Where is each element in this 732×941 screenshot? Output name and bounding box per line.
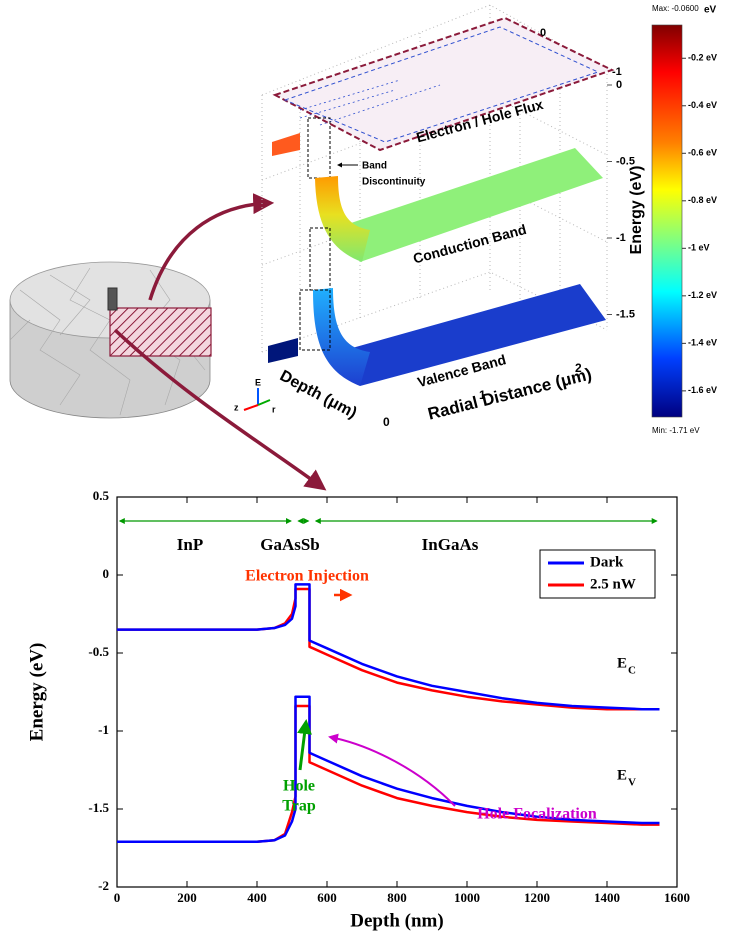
colorbar-max-label: Max: -0.0600 bbox=[652, 4, 699, 13]
figure: Electron / Hole FluxBandDiscontinuityCon… bbox=[0, 0, 732, 941]
triad-label: z bbox=[234, 402, 239, 412]
legend-label: Dark bbox=[590, 554, 624, 570]
z-tick-label: -1 bbox=[616, 232, 626, 244]
discontinuity-label: Band bbox=[362, 161, 387, 172]
x-tick-label: 400 bbox=[247, 890, 267, 905]
colorbar-tick-label: -0.4 eV bbox=[688, 100, 717, 110]
discontinuity-label: Discontinuity bbox=[362, 177, 426, 188]
y-tick-label: -0.5 bbox=[88, 644, 109, 659]
band-line bbox=[117, 584, 660, 709]
colorbar-tick-label: -0.2 eV bbox=[688, 53, 717, 63]
colorbar-tick-label: -1 eV bbox=[688, 243, 710, 253]
x-axis-label: Depth (nm) bbox=[350, 910, 443, 931]
z-tick-label: -1.5 bbox=[616, 308, 635, 320]
colorbar-tick-label: -1.6 eV bbox=[688, 385, 717, 395]
y-tick-label: 2 bbox=[575, 361, 582, 375]
y-tick-label: -1.5 bbox=[88, 800, 109, 815]
y-tick-label: -1 bbox=[98, 722, 109, 737]
colorbar-tick-label: -1.2 eV bbox=[688, 290, 717, 300]
colorbar bbox=[652, 25, 682, 417]
x-tick-label: 600 bbox=[317, 890, 337, 905]
colorbar-min-label: Min: -1.71 eV bbox=[652, 426, 700, 435]
region-label: GaAsSb bbox=[260, 535, 320, 554]
y-tick-label: 0 bbox=[103, 566, 110, 581]
z-axis-label: Energy (eV) bbox=[628, 166, 645, 255]
y-tick-label: 1 bbox=[479, 388, 486, 402]
triad-label: E bbox=[255, 377, 261, 387]
band-label-sub: V bbox=[628, 777, 636, 789]
band-line bbox=[117, 589, 660, 709]
x-tick-label: -1 bbox=[612, 66, 622, 78]
region-label: InP bbox=[177, 535, 203, 554]
colorbar-tick-label: -0.6 eV bbox=[688, 148, 717, 158]
x-tick-label: 800 bbox=[387, 890, 407, 905]
focalization-label: Hole Focalization bbox=[477, 806, 597, 823]
band-label-sub: C bbox=[628, 665, 636, 677]
band-label: E bbox=[617, 655, 627, 671]
x-tick-label: 0 bbox=[114, 890, 121, 905]
axis-triad bbox=[244, 388, 270, 410]
y-tick-label: 0.5 bbox=[93, 488, 110, 503]
z-tick-label: -0.5 bbox=[616, 155, 635, 167]
trap-label: Trap bbox=[282, 798, 316, 815]
triad-label: r bbox=[272, 404, 276, 414]
x-tick-label: 0 bbox=[540, 27, 546, 39]
x-tick-label: 200 bbox=[177, 890, 197, 905]
y-tick-label: -2 bbox=[98, 878, 109, 893]
colorbar-tick-label: -0.8 eV bbox=[688, 195, 717, 205]
x-tick-label: 1400 bbox=[594, 890, 620, 905]
injection-label: Electron Injection bbox=[245, 568, 369, 585]
trap-label: Hole bbox=[283, 778, 315, 795]
region-label: InGaAs bbox=[422, 535, 479, 554]
legend-label: 2.5 nW bbox=[590, 576, 636, 592]
y-axis-label: Energy (eV) bbox=[26, 643, 47, 742]
band-label: E bbox=[617, 767, 627, 783]
x-tick-label: 1600 bbox=[664, 890, 690, 905]
z-tick-label: 0 bbox=[616, 79, 622, 91]
colorbar-tick-label: -1.4 eV bbox=[688, 338, 717, 348]
colorbar-max-unit: eV bbox=[704, 5, 717, 16]
x-tick-label: 1000 bbox=[454, 890, 480, 905]
y-tick-label: 0 bbox=[383, 415, 390, 429]
trap-arrow bbox=[300, 722, 306, 770]
x-tick-label: 1200 bbox=[524, 890, 550, 905]
